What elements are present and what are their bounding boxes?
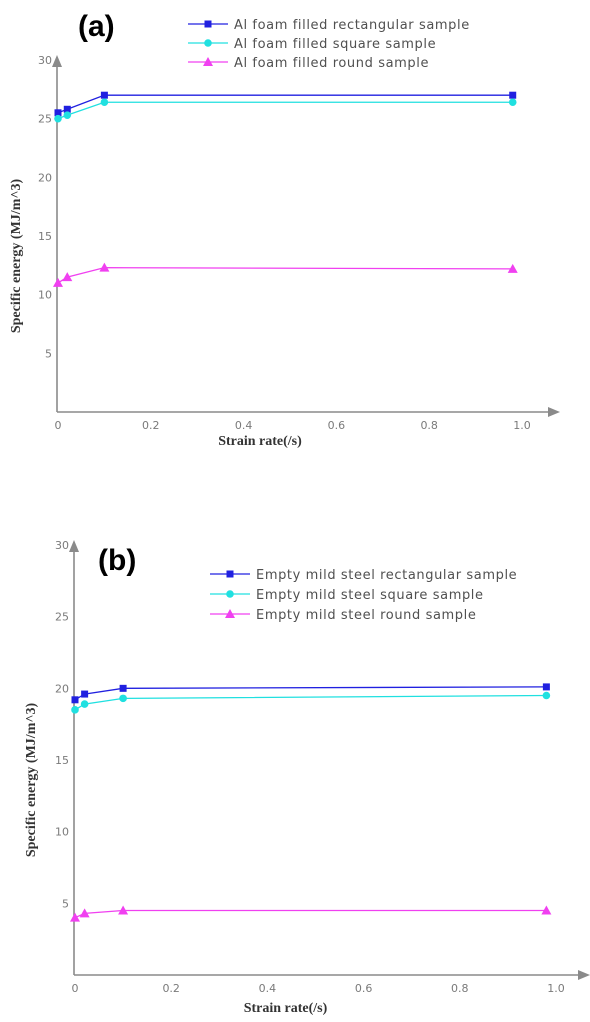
y-axis-arrow-icon (52, 55, 62, 67)
data-point (118, 905, 129, 915)
y-tick-label: 30 (55, 539, 69, 552)
data-point (119, 684, 127, 692)
panel-label: (b) (98, 544, 136, 577)
legend-entry: Al foam filled rectangular sample (234, 18, 470, 33)
legend-entry: Al foam filled square sample (234, 37, 436, 52)
y-tick-label: 5 (45, 347, 52, 360)
x-tick-label: 0 (55, 419, 62, 432)
data-point (79, 908, 90, 918)
data-point (62, 272, 73, 282)
data-point (53, 277, 63, 287)
x-tick-label: 0.2 (162, 982, 180, 995)
x-tick-label: 1.0 (547, 982, 565, 995)
panel-label: (a) (78, 10, 115, 43)
x-tick-label: 0.4 (259, 982, 277, 995)
series-line-3 (74, 909, 547, 919)
data-point (80, 700, 89, 708)
legend-entry: Empty mild steel rectangular sample (256, 568, 517, 583)
y-tick-label: 20 (38, 171, 52, 184)
data-point (81, 690, 89, 698)
x-tick-label: 0.2 (142, 419, 160, 432)
legend-marker-icon (204, 20, 212, 28)
series-line-2 (74, 694, 547, 711)
x-tick-label: 0.8 (420, 419, 438, 432)
legend-marker-icon (226, 570, 234, 578)
data-point (541, 905, 552, 915)
y-tick-label: 5 (62, 897, 69, 910)
y-tick-label: 20 (55, 682, 69, 695)
data-point (71, 696, 79, 704)
x-axis-arrow-icon (548, 407, 560, 417)
data-point (54, 114, 62, 123)
data-point (507, 263, 518, 273)
legend-marker-icon (226, 590, 234, 598)
series-line-1 (74, 686, 547, 701)
x-tick-label: 1.0 (513, 419, 531, 432)
y-tick-label: 15 (55, 754, 69, 767)
x-axis-title: Strain rate(/s) (244, 1001, 328, 1016)
x-tick-label: 0.8 (451, 982, 469, 995)
data-point (119, 694, 127, 703)
x-tick-label: 0.6 (328, 419, 346, 432)
legend-entry: Empty mild steel square sample (256, 588, 484, 603)
y-tick-label: 10 (38, 289, 52, 302)
data-point (54, 109, 62, 117)
y-tick-label: 10 (55, 826, 69, 839)
y-axis-title: Specific energy (MJ/m^3) (9, 179, 24, 334)
legend-marker-icon (203, 57, 213, 66)
y-axis-title: Specific energy (MJ/m^3) (24, 703, 39, 858)
x-axis-title: Strain rate(/s) (218, 434, 302, 449)
y-axis-arrow-icon (69, 540, 79, 552)
x-tick-label: 0.4 (235, 419, 253, 432)
data-point (508, 98, 517, 107)
x-axis-arrow-icon (578, 970, 590, 980)
series-line-3 (57, 267, 513, 284)
data-point (100, 98, 109, 107)
data-point (71, 706, 79, 714)
y-tick-label: 30 (38, 54, 52, 67)
data-point (70, 912, 80, 922)
chart-panel-a: 5 10 15 20 25 30 0 0.2 0.4 0.6 0.8 1.0 Strain rate(/… (9, 10, 560, 449)
legend-entry: Al foam filled round sample (234, 56, 429, 71)
data-point (63, 105, 71, 113)
data-point (99, 262, 110, 272)
data-point (100, 91, 108, 99)
y-tick-label: 25 (38, 113, 52, 126)
data-point (63, 111, 72, 119)
series-line-1 (57, 94, 513, 114)
data-point (542, 691, 551, 700)
y-tick-label: 15 (38, 230, 52, 243)
x-tick-label: 0.6 (355, 982, 373, 995)
data-point (509, 91, 517, 99)
chart-panel-b: 5 10 15 20 25 30 0 0.2 0.4 0.6 0.8 1.0 Strain rate(/… (24, 539, 590, 1016)
series-line-2 (57, 101, 513, 120)
data-point (542, 683, 550, 691)
y-tick-label: 25 (55, 611, 69, 624)
legend-entry: Empty mild steel round sample (256, 608, 476, 623)
legend-marker-icon (225, 609, 235, 618)
legend-marker-icon (204, 39, 212, 47)
x-tick-label: 0 (72, 982, 79, 995)
